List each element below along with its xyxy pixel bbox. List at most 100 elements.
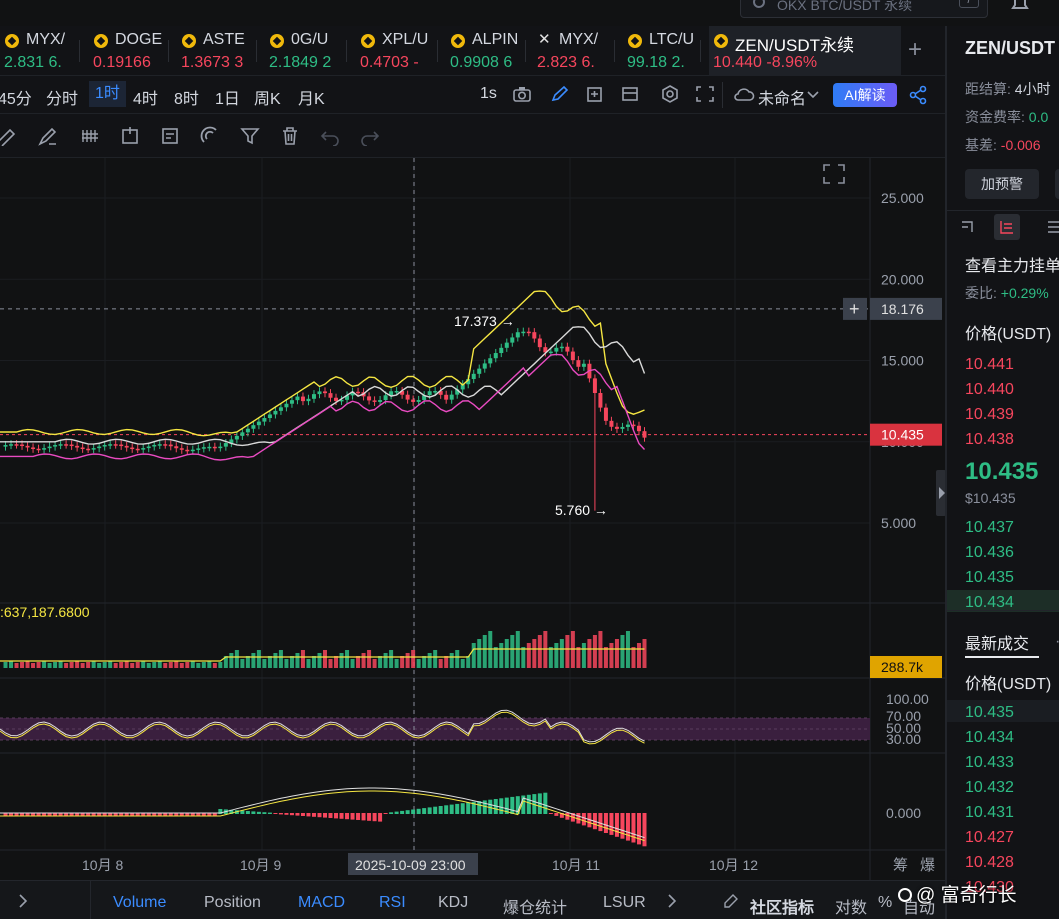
trade-price-row[interactable]: 10.435	[965, 704, 1014, 721]
panel-icon[interactable]	[620, 85, 640, 103]
redo-icon[interactable]	[360, 126, 380, 146]
timeframe-option[interactable]: 1时	[89, 81, 126, 107]
auto-toggle[interactable]: 自动	[903, 900, 936, 917]
trade-price-row[interactable]: 10.427	[965, 829, 1014, 846]
orderbook-asks-button[interactable]	[994, 214, 1020, 240]
macd-bar	[163, 813, 168, 816]
ticker-tab[interactable]: ALPIN 0.9908 6	[446, 26, 526, 76]
volume-bar	[124, 661, 129, 668]
volume-bar	[289, 656, 294, 668]
edit-icon[interactable]	[723, 893, 739, 909]
orderbook-both-icon[interactable]	[959, 219, 975, 235]
magnet-icon[interactable]	[200, 126, 220, 146]
bid-price-row[interactable]: 10.436	[965, 544, 1014, 561]
ask-price-row[interactable]: 10.440	[965, 381, 1014, 398]
ticker-tab[interactable]: ASTE 1.3673 3	[177, 26, 257, 76]
share-icon[interactable]	[908, 85, 928, 105]
pen-icon[interactable]	[550, 85, 570, 103]
latest-trades-title[interactable]: 最新成交	[965, 636, 1030, 653]
ticker-tab[interactable]: LTC/U 99.18 2.	[623, 26, 701, 76]
camera-icon[interactable]	[512, 85, 532, 103]
add-tab-icon[interactable]: +	[908, 36, 923, 63]
candle-body	[31, 447, 36, 449]
trade-price-row[interactable]: 10.431	[965, 804, 1014, 821]
filter-icon[interactable]	[240, 126, 260, 146]
chevron-right-icon[interactable]	[667, 894, 677, 908]
ruler-icon[interactable]	[0, 126, 16, 146]
timeframe-option[interactable]: 1日	[215, 91, 240, 108]
ticker-tab[interactable]: XPL/U 0.4703 -	[356, 26, 438, 76]
indicator-tab[interactable]: KDJ	[438, 894, 469, 911]
ticker-tab[interactable]: MYX/2.831 6.	[0, 26, 80, 76]
ticker-tab[interactable]: 0G/U 2.1849 2	[265, 26, 347, 76]
chevron-right-icon[interactable]	[938, 486, 946, 500]
ticker-tab[interactable]: ✕ MYX/2.823 6.	[533, 26, 615, 76]
trades-tab-more[interactable]: ·	[1055, 633, 1059, 651]
interval-selector[interactable]: 1s	[480, 85, 497, 102]
expand-icon[interactable]	[822, 163, 846, 185]
ticker-tab[interactable]: DOGE 0.19166	[89, 26, 169, 76]
volume-bar	[460, 659, 465, 668]
timeframe-option[interactable]: 8时	[174, 91, 199, 108]
ticker-price: 2.823 6.	[537, 54, 595, 72]
candle-body	[543, 347, 548, 353]
indicator-tab[interactable]: Position	[204, 894, 261, 911]
settings-icon[interactable]	[660, 85, 680, 103]
ai-analysis-button[interactable]: AI解读	[833, 83, 897, 107]
trade-price-row[interactable]: 10.430	[965, 879, 1014, 896]
basis: 基差: -0.006	[965, 137, 1041, 153]
trade-price-row[interactable]: 10.434	[965, 729, 1014, 746]
search-input[interactable]: OKX BTC/USDT 永续 /	[740, 0, 988, 18]
indicator-tab[interactable]: MACD	[298, 894, 346, 911]
undo-icon[interactable]	[320, 126, 340, 146]
trade-price-row[interactable]: 10.428	[965, 854, 1014, 871]
candle-body	[444, 394, 449, 400]
bid-price-row[interactable]: 10.437	[965, 519, 1014, 536]
trade-price-row[interactable]: 10.432	[965, 779, 1014, 796]
chevron-down-icon[interactable]	[807, 90, 819, 100]
orderbook-bids-icon[interactable]	[1045, 219, 1059, 235]
timeframe-option[interactable]: 4时	[133, 91, 158, 108]
ask-price-row[interactable]: 10.439	[965, 406, 1014, 423]
indicator-tab[interactable]: RSI	[379, 894, 406, 911]
pair-toggle[interactable]: 对数	[835, 900, 868, 917]
ticker-tab[interactable]: ZEN/USDT永续 10.440 -8.96%	[709, 26, 901, 76]
indicator-tab[interactable]: Volume	[113, 894, 167, 911]
percent-toggle[interactable]: %	[878, 894, 893, 911]
trade-price-row[interactable]: 10.433	[965, 754, 1014, 771]
main-force-orders-title[interactable]: 查看主力挂单	[965, 258, 1059, 275]
timeframe-option[interactable]: 分时	[46, 91, 79, 108]
macd-bar	[36, 813, 41, 816]
text-box-icon[interactable]	[120, 126, 140, 146]
fullscreen-icon[interactable]	[695, 85, 715, 103]
macd-bar	[361, 813, 366, 821]
bid-price-row[interactable]: 10.435	[965, 569, 1014, 586]
candle-body	[262, 418, 267, 422]
ticker-price-value: 2.1849	[269, 54, 318, 71]
timeframe-option[interactable]: 周K	[254, 91, 281, 108]
bid-price-row[interactable]: 10.434	[965, 594, 1014, 611]
bell-icon[interactable]	[1010, 0, 1030, 12]
indicator-tab[interactable]: 爆仓统计	[503, 900, 568, 917]
candle-body	[554, 347, 559, 352]
ask-price-row[interactable]: 10.438	[965, 431, 1014, 448]
note-icon[interactable]	[160, 126, 180, 146]
ask-price-row[interactable]: 10.441	[965, 356, 1014, 373]
chevron-right-icon[interactable]	[18, 894, 28, 908]
candle-body	[124, 445, 129, 448]
pattern-icon[interactable]	[80, 126, 100, 146]
timeframe-option[interactable]: 月K	[298, 91, 325, 108]
add-alert-button[interactable]: 加预警	[965, 169, 1039, 199]
timeframe-option[interactable]: 45分	[0, 91, 32, 108]
add-window-icon[interactable]	[585, 85, 605, 103]
community-indicators-button[interactable]: 社区指标	[750, 900, 815, 917]
layout-name[interactable]: 未命名	[758, 91, 807, 108]
macd-bar	[267, 812, 272, 814]
ticker-tabs: MYX/2.831 6. DOGE 0.19166 ASTE 1.3673 3 0G/U…	[0, 26, 945, 76]
volume-bar	[581, 643, 586, 668]
indicator-tab[interactable]: LSUR	[603, 894, 646, 911]
brush-icon[interactable]	[38, 126, 58, 146]
trash-icon[interactable]	[280, 126, 300, 146]
alert-more-button[interactable]	[1055, 169, 1059, 199]
